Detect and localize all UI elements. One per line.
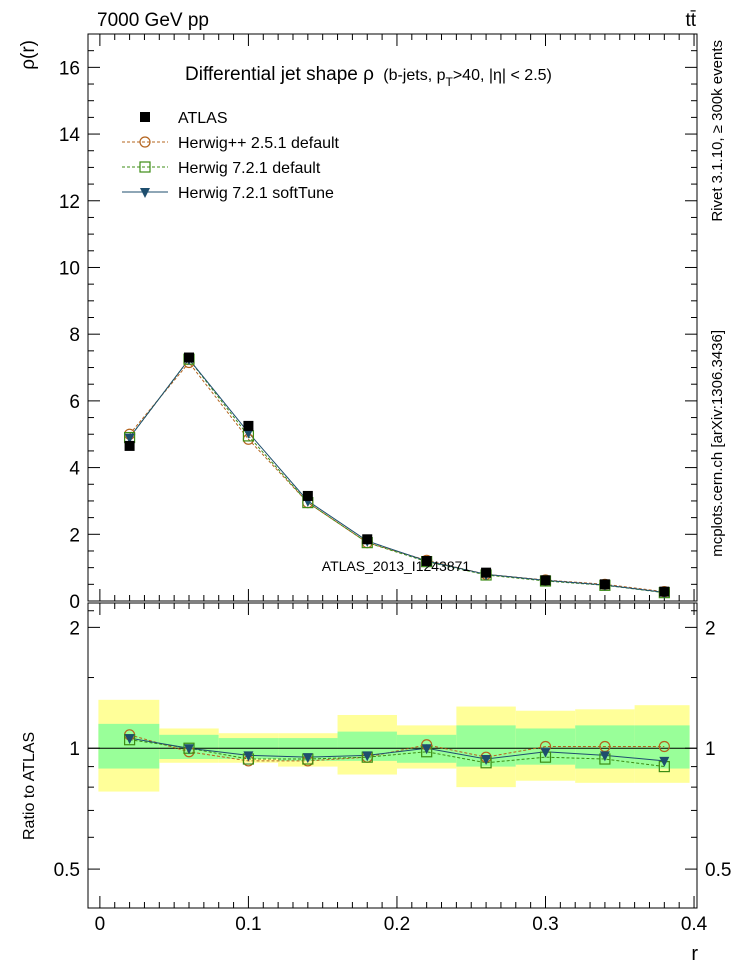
ratio-data-point <box>362 751 373 762</box>
legend-marker <box>139 161 151 173</box>
main-ytick-label: 16 <box>59 58 80 79</box>
ratio-ytick-label: 1 <box>69 739 80 760</box>
main-data-point <box>659 586 670 597</box>
ratio-ytick-label: 2 <box>69 618 80 639</box>
title-main: Differential jet shape ρ <box>185 64 374 85</box>
ratio-ytick-label-right: 1 <box>705 739 716 760</box>
main-data-point <box>243 420 254 431</box>
x-axis-label: r <box>691 943 698 965</box>
ratio-series-line <box>129 734 665 762</box>
svg-text:Differential jet shape ρ: Differential jet shape ρ (b-jets, pT>40,… <box>185 64 552 89</box>
legend-label: Herwig 7.2.1 default <box>178 160 321 177</box>
legend-marker <box>139 136 151 148</box>
main-ytick-label: 0 <box>69 592 80 613</box>
ratio-data-point <box>302 753 313 764</box>
xtick-label: 0.4 <box>681 914 708 935</box>
main-ytick-label: 14 <box>59 125 81 146</box>
ratio-data-point <box>243 751 254 762</box>
ratio-data-point <box>124 734 135 745</box>
ratio-ytick-label-right: 2 <box>705 618 716 639</box>
chart-title: Differential jet shape ρ (b-jets, pT>40,… <box>185 64 552 89</box>
main-series-line <box>129 358 665 594</box>
ratio-series-line <box>129 737 665 762</box>
xtick-label: 0.3 <box>532 914 558 935</box>
ratio-series-line <box>129 739 665 768</box>
main-series-markers <box>123 352 670 599</box>
ratio-data-point <box>540 747 551 758</box>
main-data-point <box>421 555 432 566</box>
main-panel: 0 2 4 6 8 10 12 14 16 ATLAS_2013_I1243871 Differ… <box>18 33 698 613</box>
ratio-data-point <box>481 755 492 766</box>
xtick-label: 0.1 <box>235 914 261 935</box>
ratio-panel: 0.5 0.5 1 1 2 2 0 0.1 0.2 0.3 0.4 Ratio to ATLAS r <box>21 602 731 965</box>
main-ytick-label: 6 <box>69 392 80 413</box>
watermark: ATLAS_2013_I1243871 <box>322 558 471 574</box>
legend-entry: Herwig 7.2.1 softTune <box>122 185 334 202</box>
main-frame <box>87 33 698 602</box>
legend-entry: ATLAS <box>140 110 228 127</box>
ratio-axis-ticks: 0.5 0.5 1 1 2 2 0 0.1 0.2 0.3 0.4 <box>54 603 731 935</box>
ratio-series-lines <box>129 734 665 768</box>
xtick-label: 0.2 <box>384 914 410 935</box>
main-data-point <box>243 428 254 439</box>
mcplots-label: mcplots.cern.ch [arXiv:1306.3436] <box>709 330 726 557</box>
legend-label: ATLAS <box>178 110 228 127</box>
main-data-point <box>124 433 135 444</box>
ratio-band-inner <box>278 738 338 761</box>
main-data-point <box>302 490 313 501</box>
legend-entry: Herwig 7.2.1 default <box>122 160 321 177</box>
xtick-label: 0 <box>95 914 106 935</box>
ratio-series-markers <box>123 729 670 773</box>
rivet-label: Rivet 3.1.10, ≥ 300k events <box>709 40 726 222</box>
main-series-lines <box>129 358 665 594</box>
main-series-line <box>129 358 665 593</box>
main-data-point <box>184 352 195 363</box>
legend: ATLAS Herwig++ 2.5.1 default Herwig 7.2.1 … <box>122 110 340 202</box>
ratio-ytick-label: 0.5 <box>54 860 80 881</box>
main-ytick-label: 4 <box>69 459 80 480</box>
legend-label: Herwig++ 2.5.1 default <box>178 135 340 152</box>
main-axis-ticks: 0 2 4 6 8 10 12 14 16 <box>59 33 697 613</box>
title-sub: T <box>445 75 453 89</box>
main-ytick-label: 12 <box>59 192 80 213</box>
main-ylabel: ρ(r) <box>18 40 39 70</box>
ratio-band-inner <box>98 723 160 769</box>
main-ytick-label: 10 <box>59 258 80 279</box>
legend-entry: Herwig++ 2.5.1 default <box>122 135 340 152</box>
process-label: tt̄ <box>685 10 696 31</box>
ratio-frame <box>87 602 698 909</box>
main-ytick-label: 2 <box>69 525 80 546</box>
ratio-data-point <box>421 744 432 755</box>
main-data-point <box>540 575 551 586</box>
ratio-ytick-label-right: 0.5 <box>705 860 731 881</box>
title-rest: >40, |η| < 2.5) <box>453 67 552 84</box>
main-ytick-label: 8 <box>69 325 80 346</box>
ratio-ylabel: Ratio to ATLAS <box>21 732 38 840</box>
ratio-data-point <box>659 756 670 767</box>
title-detail: (b-jets, p <box>383 67 445 84</box>
main-data-point <box>481 567 492 578</box>
energy-label: 7000 GeV pp <box>97 10 209 31</box>
main-data-point <box>599 579 610 590</box>
ratio-data-point <box>599 751 610 762</box>
legend-marker <box>140 188 150 198</box>
ratio-data-point <box>658 740 670 753</box>
main-data-point <box>362 534 373 545</box>
legend-label: Herwig 7.2.1 softTune <box>178 185 334 202</box>
legend-marker <box>140 112 150 122</box>
ratio-data-point <box>184 744 195 755</box>
main-data-point <box>124 440 135 451</box>
